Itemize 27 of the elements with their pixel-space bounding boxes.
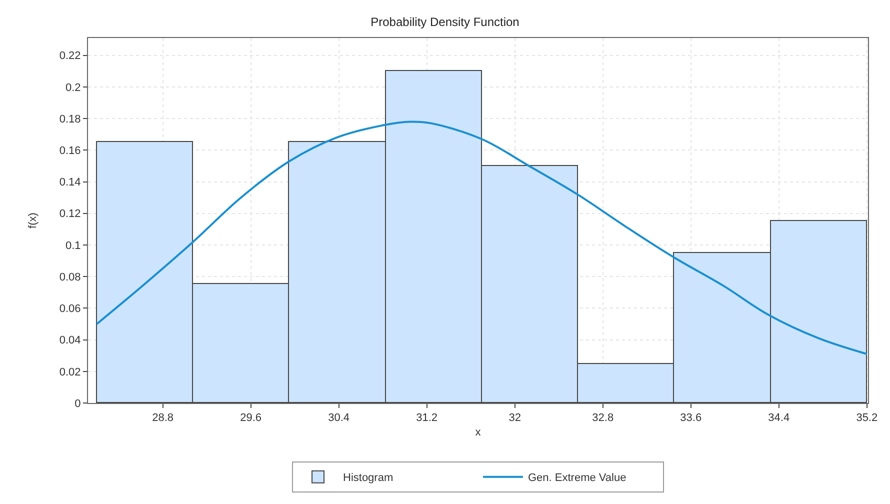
x-tick-label: 33.6 (680, 412, 702, 424)
y-tick-label: 0.22 (59, 50, 81, 62)
x-tick-label: 31.2 (416, 412, 438, 424)
y-tick-label: 0.18 (59, 113, 81, 126)
y-tick-label: 0.2 (66, 82, 81, 94)
y-axis-title: f(x) (27, 212, 40, 228)
y-tick-label: 0.14 (59, 176, 81, 189)
y-tick-label: 0.08 (59, 271, 81, 284)
legend-label: Gen. Extreme Value (528, 472, 626, 484)
x-tick-label: 35.2 (856, 412, 878, 424)
x-axis-title: x (475, 426, 482, 438)
y-tick-label: 0.04 (59, 334, 81, 347)
y-tick-label: 0.1 (66, 240, 81, 252)
legend-label: Histogram (343, 472, 394, 484)
x-tick-label: 32.8 (592, 412, 614, 424)
y-tick-label: 0 (74, 398, 81, 410)
x-tick-label: 32 (508, 412, 521, 424)
x-tick-label: 34.4 (768, 412, 790, 424)
y-tick-label: 0.12 (59, 208, 81, 220)
y-tick-label: 0.16 (59, 145, 81, 158)
x-tick-label: 30.4 (328, 412, 350, 424)
y-tick-label: 0.02 (59, 366, 81, 378)
chart-title: Probability Density Function (370, 15, 520, 30)
y-tick-label: 0.06 (59, 303, 81, 316)
x-tick-label: 28.8 (152, 412, 174, 424)
line-series (96, 120, 868, 356)
x-tick-label: 29.6 (240, 412, 262, 424)
